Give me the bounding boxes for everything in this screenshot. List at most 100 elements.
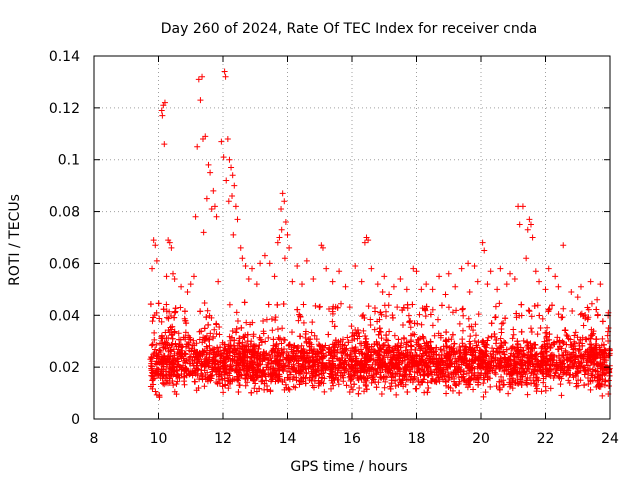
data-point [181,368,188,375]
data-point [204,307,211,314]
data-point [370,357,377,364]
data-point [174,368,181,375]
data-point [468,351,475,358]
data-point [452,382,459,389]
data-point [284,368,291,375]
data-point [458,355,465,362]
data-point [518,328,525,335]
data-point [385,366,392,373]
data-point [236,345,243,352]
data-point [493,349,500,356]
data-point [606,352,613,359]
data-point [528,356,535,363]
data-point [449,348,456,355]
data-point [389,314,396,321]
data-point [590,328,597,335]
data-point [472,332,479,339]
data-point [563,331,570,338]
data-point [378,391,385,398]
data-point [548,357,555,364]
data-point [158,366,165,373]
data-point [575,340,582,347]
data-point [241,354,248,361]
data-point [382,313,389,320]
data-point [147,301,154,308]
data-point [449,309,456,316]
data-point [271,273,278,280]
data-point [359,350,366,357]
grid-lines [94,56,610,419]
data-point [458,265,465,272]
data-point [480,357,487,364]
data-point [155,353,162,360]
data-point [201,336,208,343]
data-point [450,378,457,385]
data-point [463,370,470,377]
data-point [602,378,609,385]
data-point [605,383,612,390]
data-point [356,384,363,391]
data-point [381,273,388,280]
data-point [507,270,514,277]
data-point [346,304,353,311]
data-point [300,362,307,369]
data-point [309,319,316,326]
data-point [523,255,530,262]
data-point [459,342,466,349]
data-point [331,376,338,383]
data-point [306,374,313,381]
data-point [236,382,243,389]
data-point [430,349,437,356]
data-point [546,372,553,379]
data-point [557,344,564,351]
data-point [415,377,422,384]
data-point [254,361,261,368]
data-point [433,351,440,358]
data-point [206,374,213,381]
data-point [171,314,178,321]
data-point [321,388,328,395]
data-point [312,302,319,309]
data-point [274,239,281,246]
data-point [348,383,355,390]
data-point [211,360,218,367]
data-point [515,354,522,361]
data-point [195,76,202,83]
data-point [567,371,574,378]
data-point [233,329,240,336]
data-point [230,375,237,382]
data-point [580,322,587,329]
data-point [297,369,304,376]
data-point [524,338,531,345]
data-point [210,357,217,364]
data-point [273,357,280,364]
y-tick-label: 0.14 [49,49,80,65]
data-point [346,389,353,396]
data-point [369,374,376,381]
data-point [533,388,540,395]
data-point [166,239,173,246]
data-point [274,326,281,333]
data-point [452,355,459,362]
data-point [560,242,567,249]
data-point [187,353,194,360]
data-point [282,363,289,370]
data-point [337,360,344,367]
data-point [257,260,264,267]
data-point [278,205,285,212]
data-point [238,324,245,331]
data-point [263,316,270,323]
data-point [456,389,463,396]
x-tick-label: 10 [150,431,168,447]
data-point [446,374,453,381]
data-point [316,371,323,378]
data-point [513,310,520,317]
data-point [148,342,155,349]
data-point [542,286,549,293]
data-point [226,156,233,163]
data-point [334,370,341,377]
data-point [225,377,232,384]
data-point [156,315,163,322]
data-point [465,260,472,267]
data-point [439,357,446,364]
